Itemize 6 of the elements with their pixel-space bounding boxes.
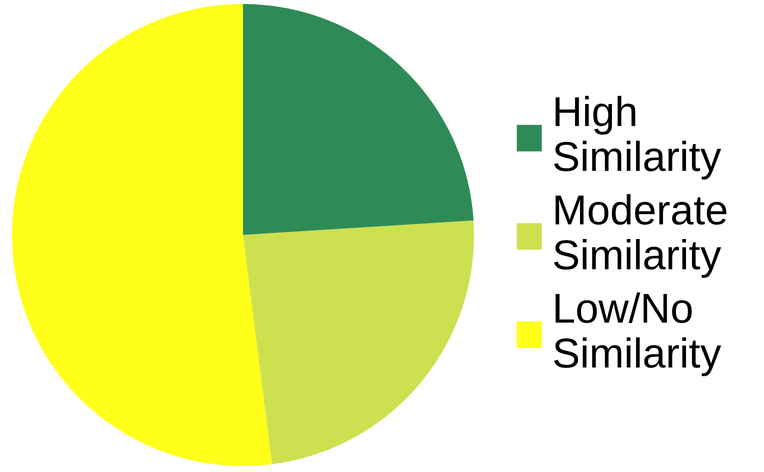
legend-label: High Similarity <box>554 96 722 180</box>
legend-label: Low/No Similarity <box>554 292 722 376</box>
legend-label: Moderate Similarity <box>554 194 726 278</box>
pie-slice <box>243 4 474 235</box>
pie-slice <box>243 220 474 464</box>
pie-slice <box>12 4 272 466</box>
